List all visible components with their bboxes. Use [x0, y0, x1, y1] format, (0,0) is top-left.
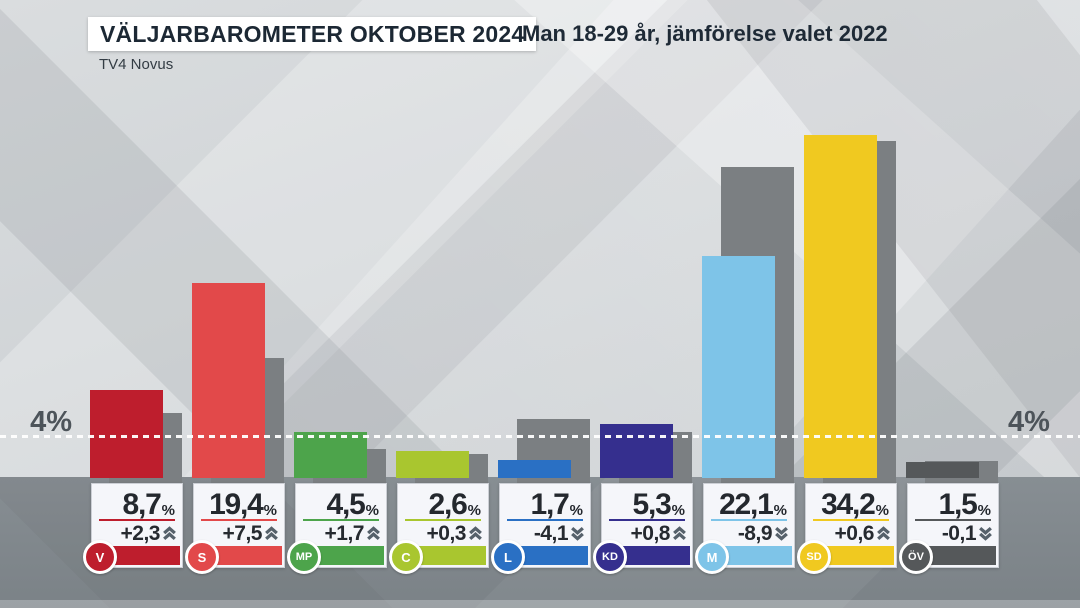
trend-up-icon [875, 525, 892, 542]
party-badge-V: V [83, 540, 117, 574]
party-badge-L: L [491, 540, 525, 574]
party-badge-MP: MP [287, 540, 321, 574]
percent-unit: % [773, 502, 787, 519]
party-badge-SD: SD [797, 540, 831, 574]
percent-unit: % [671, 502, 685, 519]
percent-unit: % [365, 502, 379, 519]
party-label-card-KD: 5,3% +0,8 KD [593, 483, 693, 574]
card-divider [303, 519, 379, 521]
party-badge-S: S [185, 540, 219, 574]
party-change-row: +0,3 [398, 521, 488, 546]
bar-2024-KD [600, 424, 673, 478]
title-banner: VÄLJARBAROMETER OKTOBER 2024 [88, 17, 537, 51]
threshold-dashed-line [0, 435, 1080, 438]
party-change-row: +0,6 [806, 521, 896, 546]
trend-up-icon [161, 525, 178, 542]
card-divider [405, 519, 481, 521]
threshold-label-left: 4% [30, 406, 72, 438]
threshold-label-right: 4% [1008, 406, 1050, 438]
percent-unit: % [875, 502, 889, 519]
source-label: TV4 Novus [99, 56, 174, 73]
party-change-row: -4,1 [500, 521, 590, 546]
party-change-row: +2,3 [92, 521, 182, 546]
card-divider [609, 519, 685, 521]
party-value-row: 5,3% [602, 484, 692, 521]
party-value-row: 8,7% [92, 484, 182, 521]
party-value-row: 19,4% [194, 484, 284, 521]
party-change-row: +1,7 [296, 521, 386, 546]
party-value: 19,4 [209, 488, 264, 521]
card-divider [201, 519, 277, 521]
party-change: +0,3 [426, 521, 467, 545]
percent-unit: % [569, 502, 583, 519]
party-value: 4,5 [326, 488, 366, 521]
party-change-row: -0,1 [908, 521, 998, 546]
percent-unit: % [161, 502, 175, 519]
trend-up-icon [263, 525, 280, 542]
bar-2024-L [498, 460, 571, 478]
trend-down-icon [977, 525, 994, 542]
trend-up-icon [365, 525, 382, 542]
party-value: 1,7 [530, 488, 570, 521]
party-change-row: -8,9 [704, 521, 794, 546]
party-label-card-MP: 4,5% +1,7 MP [287, 483, 387, 574]
party-change: +2,3 [120, 521, 161, 545]
party-label-card-S: 19,4% +7,5 S [185, 483, 285, 574]
bar-2024-V [90, 390, 163, 478]
card-divider [813, 519, 889, 521]
party-change: +7,5 [222, 521, 263, 545]
bar-2024-M [702, 256, 775, 478]
party-change: +1,7 [324, 521, 365, 545]
party-badge-C: C [389, 540, 423, 574]
party-value: 22,1 [719, 488, 774, 521]
party-value-row: 22,1% [704, 484, 794, 521]
party-label-card-ÖV: 1,5% -0,1 ÖV [899, 483, 999, 574]
party-change: +0,6 [834, 521, 875, 545]
party-change: -0,1 [941, 521, 977, 545]
party-value-row: 1,5% [908, 484, 998, 521]
party-change: +0,8 [630, 521, 671, 545]
trend-up-icon [671, 525, 688, 542]
card-divider [507, 519, 583, 521]
card-divider [711, 519, 787, 521]
bar-2022-L [517, 419, 590, 490]
party-value: 5,3 [632, 488, 672, 521]
party-change: -8,9 [737, 521, 773, 545]
party-value-row: 1,7% [500, 484, 590, 521]
bar-2024-C [396, 451, 469, 478]
percent-unit: % [263, 502, 277, 519]
bar-2024-S [192, 283, 265, 478]
page-title: VÄLJARBAROMETER OKTOBER 2024 [100, 20, 525, 47]
percent-unit: % [467, 502, 481, 519]
bar-2024-MP [294, 432, 367, 478]
card-divider [915, 519, 991, 521]
party-value: 8,7 [122, 488, 162, 521]
party-value-row: 4,5% [296, 484, 386, 521]
card-divider [99, 519, 175, 521]
party-value-row: 2,6% [398, 484, 488, 521]
percent-unit: % [977, 502, 991, 519]
party-value: 1,5 [938, 488, 978, 521]
bar-2024-SD [804, 135, 877, 478]
party-badge-KD: KD [593, 540, 627, 574]
party-label-card-SD: 34,2% +0,6 SD [797, 483, 897, 574]
party-value: 34,2 [821, 488, 876, 521]
party-value: 2,6 [428, 488, 468, 521]
party-label-card-C: 2,6% +0,3 C [389, 483, 489, 574]
party-value-row: 34,2% [806, 484, 896, 521]
party-label-card-V: 8,7% +2,3 V [83, 483, 183, 574]
party-change: -4,1 [533, 521, 569, 545]
trend-down-icon [773, 525, 790, 542]
party-change-row: +0,8 [602, 521, 692, 546]
bar-2024-ÖV [906, 462, 979, 478]
chart-subtitle: Man 18-29 år, jämförelse valet 2022 [522, 21, 888, 46]
party-label-card-L: 1,7% -4,1 L [491, 483, 591, 574]
party-change-row: +7,5 [194, 521, 284, 546]
trend-down-icon [569, 525, 586, 542]
party-badge-ÖV: ÖV [899, 540, 933, 574]
party-badge-M: M [695, 540, 729, 574]
trend-up-icon [467, 525, 484, 542]
party-label-card-M: 22,1% -8,9 M [695, 483, 795, 574]
